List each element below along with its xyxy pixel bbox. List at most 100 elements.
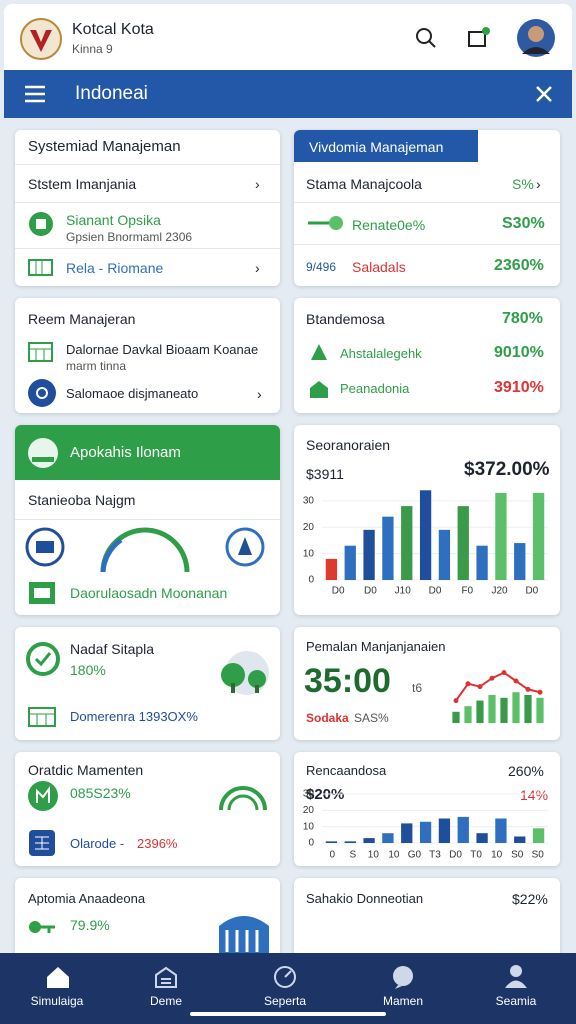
card-value: 085S23%	[70, 785, 131, 801]
nav-icon[interactable]	[153, 965, 179, 989]
bar-chart: 30 20 10 0 D0 D0 J10 D0 F0 J20 D0	[303, 490, 548, 597]
bar	[514, 543, 526, 580]
arc-icon	[219, 786, 267, 811]
reem-card: Reem Manajeran Dalornae Davkal Bioaam Ko…	[15, 298, 280, 413]
row-label: Renate0e%	[352, 217, 426, 233]
bar	[495, 818, 507, 843]
x-tick-label: T0	[470, 850, 482, 861]
y-tick-label: 0	[308, 575, 314, 586]
row-label[interactable]: Domerenra 1393OX%	[70, 709, 198, 724]
card-title: Rencaandosa	[306, 763, 387, 778]
x-tick-label: T3	[429, 850, 441, 861]
bar	[325, 558, 338, 580]
row-icon	[28, 259, 53, 276]
close-icon[interactable]	[534, 84, 554, 104]
rencaandosa-card: Rencaandosa 260% $20% 14% 30 20 10 0 0 S 10 10 G…	[294, 752, 560, 866]
avatar[interactable]	[516, 18, 556, 58]
card-value: 79.9%	[70, 917, 110, 933]
card-title: Seoranoraien	[306, 437, 391, 453]
bar	[532, 828, 545, 843]
y-tick-label: 20	[303, 522, 315, 533]
line-point	[525, 686, 531, 692]
bar	[476, 545, 488, 580]
line-point	[489, 675, 495, 681]
y-tick-label: 0	[308, 838, 314, 849]
row-value: 9010%	[494, 344, 544, 361]
card-tab	[294, 130, 478, 162]
nav-icon[interactable]	[390, 965, 416, 989]
menu-icon[interactable]	[24, 84, 46, 104]
row-label[interactable]: Daorulaosadn Moonanan	[70, 585, 228, 601]
row-icon	[29, 921, 55, 933]
row-icon	[28, 379, 56, 407]
line-point	[453, 698, 459, 704]
nav-title: Indoneai	[75, 83, 148, 104]
bar	[500, 697, 508, 723]
chevron: ›	[255, 176, 260, 192]
row-label: Saladals	[352, 259, 406, 275]
pemalan-card: Pemalan Manjanjanaien 35:00 t6 Sodaka SA…	[294, 627, 560, 740]
vivdomia-card: Vivdomia Manajeman Stama Manajcoola S% ›…	[294, 130, 560, 286]
nav-icon[interactable]	[503, 963, 529, 989]
card-title: Aptomia Anaadeona	[28, 891, 146, 906]
row-value: S%	[512, 176, 534, 192]
row-icon	[29, 582, 55, 604]
bar	[457, 506, 469, 580]
bar	[532, 492, 545, 580]
nav-label[interactable]: Mamen	[382, 994, 423, 1008]
bar	[363, 529, 375, 580]
nav-icon[interactable]	[272, 965, 298, 989]
x-tick-label: D0	[332, 586, 345, 597]
nav-bar: Indoneai	[4, 70, 572, 118]
row-icon	[28, 342, 53, 362]
y-tick-label: 10	[303, 821, 315, 832]
top-bar: Kotcal Kota Kinna 9	[4, 4, 572, 70]
card-value: $22%	[512, 891, 548, 907]
x-tick-label: S0	[511, 850, 524, 861]
logo	[20, 18, 62, 60]
bottom-nav: Simulaiga Deme Seperta Mamen Seamia	[0, 953, 576, 1024]
apokahis-card: Apokahis Ilonam Stanieoba Najgm Daorulao…	[15, 425, 280, 615]
bar	[344, 841, 356, 843]
nav-icon[interactable]	[45, 965, 71, 989]
nav-label[interactable]: Seperta	[263, 994, 307, 1008]
card-value: 260%	[508, 763, 544, 779]
trend-card: Seoranoraien $3911 $372.00% 30 20 10 0 D0 D0 J…	[294, 425, 560, 615]
x-tick-label: S	[349, 850, 356, 861]
nav-label[interactable]: Simulaiga	[30, 994, 84, 1008]
bar	[419, 821, 432, 843]
chevron: ›	[536, 176, 541, 192]
row-value: 2396%	[137, 836, 178, 851]
nav-label[interactable]: Deme	[149, 994, 182, 1008]
chevron: ›	[257, 386, 262, 402]
row-value: 2360%	[494, 257, 544, 274]
row-label[interactable]: Ststem Imanjania	[28, 176, 137, 192]
header-icon	[28, 438, 58, 468]
trees-illustration	[221, 651, 269, 695]
bar	[438, 529, 451, 580]
inbox-icon[interactable]	[466, 26, 492, 50]
home-indicator	[190, 1012, 386, 1016]
bar	[401, 823, 413, 843]
big-value: 35:00	[304, 662, 391, 700]
y-tick-label: 20	[303, 805, 315, 816]
row-value: S30%	[502, 215, 545, 232]
system-card: Systemiad Manajeman Ststem Imanjania › S…	[15, 130, 280, 286]
search-icon[interactable]	[414, 26, 438, 50]
x-tick-label: 10	[368, 850, 380, 861]
bar	[401, 506, 413, 580]
row-icon	[29, 830, 55, 856]
line-point	[501, 670, 507, 676]
card-header	[15, 425, 280, 480]
bar	[512, 692, 520, 723]
row-label[interactable]: Salomaoe disjmaneato	[66, 386, 199, 401]
row-label: Peanadonia	[340, 381, 410, 396]
row-label[interactable]: Olarode -	[70, 836, 125, 851]
btandemosa-card: Btandemosa 780% Ahstalalegehk 9010% Pean…	[294, 298, 560, 413]
nav-label[interactable]: Seamia	[495, 994, 537, 1008]
card-title: Reem Manajeran	[28, 311, 136, 327]
row-title: Dalornae Davkal Bioaam Koanae	[66, 342, 259, 357]
row-label[interactable]: Rela - Riomane	[66, 260, 164, 276]
